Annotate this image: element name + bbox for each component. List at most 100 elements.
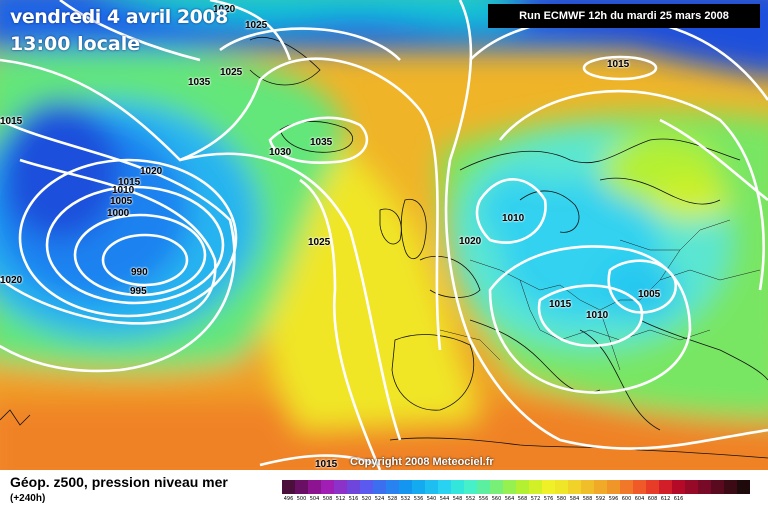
- legend-swatch: [321, 480, 334, 494]
- legend-swatch: [529, 480, 542, 494]
- legend-tick-label: [711, 496, 724, 506]
- forecast-date: vendredi 4 avril 2008: [10, 6, 228, 28]
- legend-swatch: [685, 480, 698, 494]
- isobar-label: 1020: [140, 166, 163, 177]
- legend-swatch: [698, 480, 711, 494]
- legend-tick-label: 508: [322, 496, 333, 502]
- isobar-label: 1025: [245, 20, 268, 31]
- legend-tick-label: 552: [465, 496, 476, 502]
- isobar-label: 1010: [112, 185, 135, 196]
- legend-swatch: [581, 480, 594, 494]
- legend-tick-label: 504: [309, 496, 320, 502]
- isobar-label: 1015: [315, 459, 338, 470]
- legend-tick-label: 564: [504, 496, 515, 502]
- legend-tick-label: 540: [426, 496, 437, 502]
- legend-swatch: [568, 480, 581, 494]
- legend-tick-label: 528: [387, 496, 398, 502]
- copyright: Copyright 2008 Meteociel.fr: [350, 456, 494, 468]
- legend-swatch: [490, 480, 503, 494]
- isobar-label: 1020: [459, 236, 482, 247]
- legend-swatch: [477, 480, 490, 494]
- legend-tick-label: 496: [283, 496, 294, 502]
- legend-tick-label: 616: [673, 496, 684, 502]
- coastlines: [0, 36, 768, 459]
- forecast-time: 13:00 locale: [10, 33, 141, 55]
- isobar-label: 995: [130, 286, 147, 297]
- legend-swatch: [516, 480, 529, 494]
- isobar-label: 1030: [269, 147, 292, 158]
- legend-swatch: [360, 480, 373, 494]
- legend-tick-label: 516: [348, 496, 359, 502]
- legend-tick-label: 580: [556, 496, 567, 502]
- legend-tick-label: 576: [543, 496, 554, 502]
- legend-tick-label: 512: [335, 496, 346, 502]
- isobar-label: 1025: [220, 67, 243, 78]
- isobar-label: 1010: [586, 310, 609, 321]
- legend-tick-label: 520: [361, 496, 372, 502]
- isobar-label: 1005: [638, 289, 661, 300]
- legend-tick-label: 536: [413, 496, 424, 502]
- legend-tick-label: 500: [296, 496, 307, 502]
- legend-tick-label: 544: [439, 496, 450, 502]
- isobar-label: 1015: [0, 116, 23, 127]
- legend-swatch: [594, 480, 607, 494]
- legend-tick-label: 596: [608, 496, 619, 502]
- isobar-label: 1000: [107, 208, 130, 219]
- legend-tick-label: 524: [374, 496, 385, 502]
- legend-swatch: [282, 480, 295, 494]
- legend-tick-label: 592: [595, 496, 606, 502]
- legend-tick-label: 560: [491, 496, 502, 502]
- legend-swatch: [347, 480, 360, 494]
- legend-swatch: [724, 480, 737, 494]
- color-scale-ticks: 496 500 504 508 512 516 520 524 528 532 536 540 544 5…: [282, 496, 750, 506]
- legend-swatch: [373, 480, 386, 494]
- legend-tick-label: 612: [660, 496, 671, 502]
- legend-swatch: [542, 480, 555, 494]
- legend-tick-label: 584: [569, 496, 580, 502]
- legend-tick-label: 572: [530, 496, 541, 502]
- legend-swatch: [711, 480, 724, 494]
- country-borders: [439, 219, 761, 371]
- isobar-label: 1020: [213, 4, 236, 15]
- legend-swatch: [620, 480, 633, 494]
- legend-tick-label: 568: [517, 496, 528, 502]
- legend-tick-label: [698, 496, 711, 506]
- legend-swatch: [425, 480, 438, 494]
- legend-swatch: [633, 480, 646, 494]
- legend-swatch: [555, 480, 568, 494]
- isobar-label: 1020: [0, 275, 23, 286]
- legend-swatch: [659, 480, 672, 494]
- legend-tick-label: [685, 496, 698, 506]
- isobars: [0, 0, 768, 470]
- legend-swatch: [503, 480, 516, 494]
- legend-tick-label: 532: [400, 496, 411, 502]
- legend-swatch: [672, 480, 685, 494]
- legend-tick-label: 600: [621, 496, 632, 502]
- isobar-label: 1015: [118, 177, 141, 188]
- isobar-label: 1025: [308, 237, 331, 248]
- legend-swatch: [308, 480, 321, 494]
- footer-bar: Géop. z500, pression niveau mer (+240h) …: [0, 470, 768, 512]
- isobar-label: 1005: [110, 196, 133, 207]
- legend-tick-label: 548: [452, 496, 463, 502]
- legend-swatch: [737, 480, 750, 494]
- isobar-label: 1035: [310, 137, 333, 148]
- legend-swatch: [412, 480, 425, 494]
- legend-swatch: [646, 480, 659, 494]
- isobar-label: 1015: [549, 299, 572, 310]
- isobar-label: 1015: [607, 59, 630, 70]
- forecast-range: (+240h): [10, 493, 46, 504]
- legend-swatch: [386, 480, 399, 494]
- isobar-label: 1010: [502, 213, 525, 224]
- legend-tick-label: 608: [647, 496, 658, 502]
- geopotential-map: [0, 0, 768, 470]
- legend-tick-label: 556: [478, 496, 489, 502]
- isobar-label: 1035: [188, 77, 211, 88]
- legend-swatch: [451, 480, 464, 494]
- geopotential-fill: [0, 0, 768, 470]
- legend-swatch: [399, 480, 412, 494]
- legend-swatch: [438, 480, 451, 494]
- legend-tick-label: [724, 496, 737, 506]
- legend-tick-label: [737, 496, 750, 506]
